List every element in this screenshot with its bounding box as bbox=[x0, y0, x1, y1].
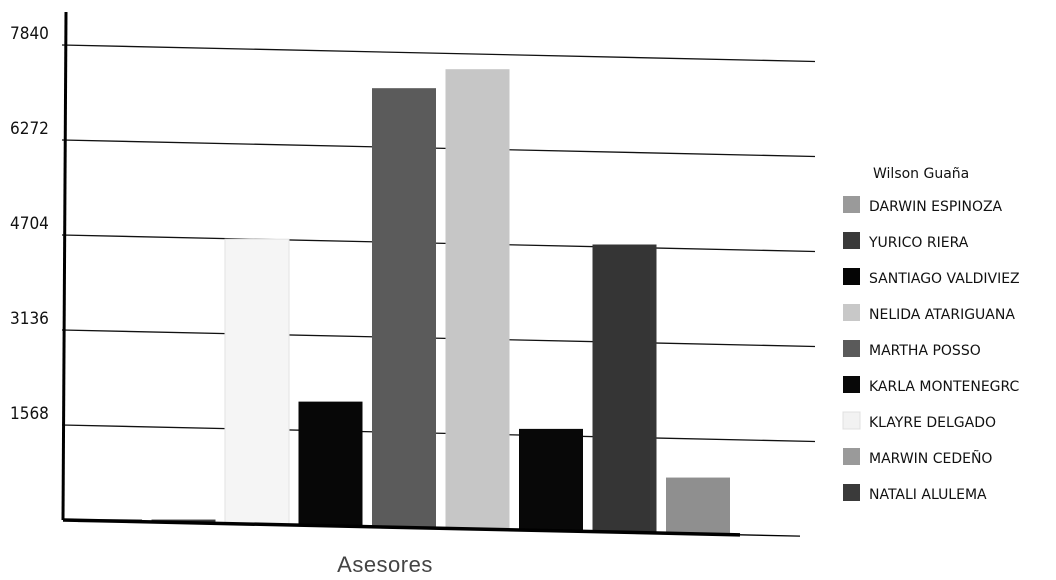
y-tick-label: 4704 bbox=[10, 214, 49, 234]
gridline bbox=[61, 329, 816, 348]
bar-klayre-delgado bbox=[519, 428, 583, 531]
legend-swatch bbox=[843, 232, 860, 249]
legend-title: Wilson Guaña bbox=[873, 166, 969, 182]
legend-swatch bbox=[843, 340, 860, 357]
gridline bbox=[61, 44, 816, 63]
legend-label: YURICO RIERA bbox=[868, 235, 969, 251]
bar-karla-montenegrc bbox=[445, 69, 510, 530]
x-axis-label: Asesores bbox=[337, 552, 433, 577]
y-tick-labels: 1568 3136 4704 6272 7840 bbox=[10, 24, 49, 424]
y-tick-label: 3136 bbox=[10, 309, 49, 329]
legend-swatch bbox=[843, 448, 860, 465]
legend-label: SANTIAGO VALDIVIEZ bbox=[869, 271, 1020, 287]
y-tick-label: 7840 bbox=[10, 24, 49, 44]
legend: Wilson Guaña DARWIN ESPINOZA YURICO RIERA… bbox=[842, 166, 1020, 503]
bar-santiago-valdiviez bbox=[224, 238, 290, 525]
axes bbox=[61, 11, 801, 537]
legend-label: MARTHA POSSO bbox=[869, 343, 981, 359]
gridline bbox=[61, 139, 816, 158]
legend-label: DARWIN ESPINOZA bbox=[869, 199, 1003, 215]
legend-label: MARWIN CEDEÑO bbox=[869, 450, 992, 467]
bar-nelida-atariguana bbox=[298, 401, 363, 526]
y-axis bbox=[61, 11, 68, 521]
legend-swatch bbox=[843, 268, 860, 285]
gridline bbox=[61, 424, 816, 443]
x-axis bbox=[62, 518, 741, 537]
y-tick-label: 6272 bbox=[10, 119, 49, 139]
gridlines bbox=[61, 44, 816, 443]
bar-martha-posso bbox=[372, 88, 436, 528]
legend-swatch bbox=[842, 411, 861, 430]
legend-label: NELIDA ATARIGUANA bbox=[869, 307, 1015, 323]
bar-natali-alulema bbox=[666, 477, 730, 534]
legend-swatch bbox=[843, 376, 860, 393]
legend-swatch bbox=[843, 304, 860, 321]
legend-swatch bbox=[843, 484, 860, 501]
y-tick-label: 1568 bbox=[10, 404, 49, 424]
legend-label: KARLA MONTENEGRC bbox=[869, 379, 1020, 395]
bar-marwin-cede-o bbox=[592, 244, 657, 533]
x-axis-extension bbox=[739, 534, 801, 537]
gridline bbox=[61, 234, 816, 253]
legend-label: NATALI ALULEMA bbox=[869, 487, 987, 503]
legend-swatch bbox=[843, 196, 860, 213]
bars bbox=[78, 69, 730, 534]
legend-label: KLAYRE DELGADO bbox=[869, 415, 996, 431]
